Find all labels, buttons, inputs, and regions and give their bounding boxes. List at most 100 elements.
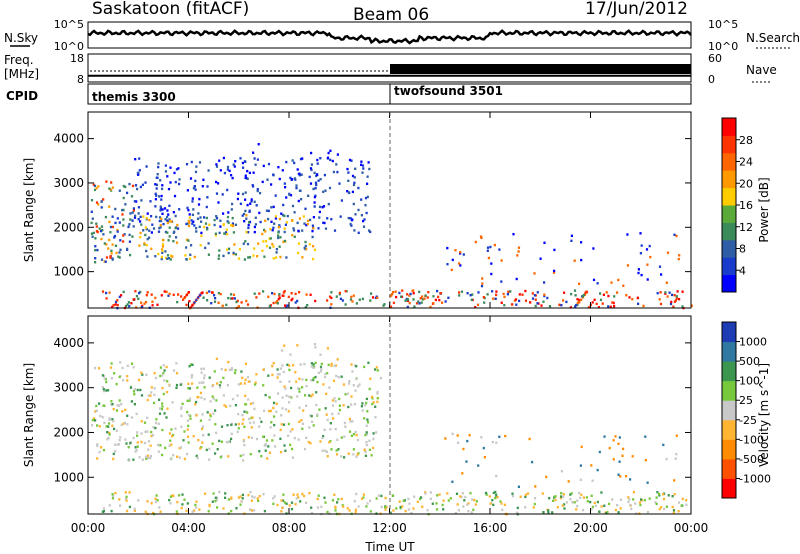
power-y-axis-title: Slant Range [km] bbox=[22, 158, 36, 262]
heatmap-cell bbox=[474, 306, 477, 309]
heatmap-cell bbox=[237, 383, 240, 386]
heatmap-cell bbox=[324, 407, 327, 410]
heatmap-cell bbox=[137, 499, 140, 502]
heatmap-cell bbox=[186, 189, 189, 192]
heatmap-cell bbox=[200, 291, 203, 295]
heatmap-cell bbox=[120, 294, 123, 297]
heatmap-cell bbox=[284, 223, 287, 226]
heatmap-cell bbox=[95, 225, 98, 228]
heatmap-cell bbox=[226, 248, 229, 251]
heatmap-cell bbox=[539, 257, 542, 260]
heatmap-cell bbox=[310, 362, 313, 365]
heatmap-cell bbox=[253, 407, 256, 411]
heatmap-cell bbox=[528, 437, 531, 441]
heatmap-cell bbox=[136, 441, 139, 444]
heatmap-cell bbox=[254, 381, 257, 384]
power-heatmap-data bbox=[90, 143, 693, 310]
heatmap-cell bbox=[245, 217, 248, 220]
heatmap-cell bbox=[124, 185, 127, 189]
heatmap-cell bbox=[158, 412, 162, 415]
heatmap-cell bbox=[301, 157, 304, 160]
heatmap-cell bbox=[665, 505, 668, 508]
heatmap-cell bbox=[131, 219, 134, 222]
heatmap-cell bbox=[490, 262, 493, 265]
heatmap-cell bbox=[247, 493, 250, 497]
heatmap-cell bbox=[313, 171, 316, 175]
heatmap-cell bbox=[257, 143, 260, 146]
heatmap-cell bbox=[217, 254, 221, 257]
heatmap-cell bbox=[291, 178, 294, 181]
heatmap-cell bbox=[168, 204, 171, 207]
heatmap-cell bbox=[242, 166, 245, 169]
heatmap-cell bbox=[178, 182, 181, 186]
heatmap-cell bbox=[559, 496, 562, 500]
heatmap-cell bbox=[171, 494, 174, 497]
heatmap-cell bbox=[149, 200, 152, 203]
heatmap-cell bbox=[288, 395, 291, 398]
heatmap-cell bbox=[199, 419, 202, 422]
heatmap-cell bbox=[235, 507, 238, 510]
heatmap-cell bbox=[354, 430, 357, 434]
heatmap-cell bbox=[322, 383, 325, 386]
heatmap-cell bbox=[175, 372, 179, 375]
heatmap-cell bbox=[310, 365, 313, 368]
heatmap-cell bbox=[617, 442, 620, 445]
heatmap-cell bbox=[347, 405, 350, 409]
heatmap-cell bbox=[418, 302, 421, 305]
heatmap-cell bbox=[413, 495, 416, 498]
heatmap-cell bbox=[159, 374, 162, 378]
y-tick-label: 2000 bbox=[53, 425, 84, 439]
heatmap-cell bbox=[360, 198, 363, 201]
heatmap-cell bbox=[376, 400, 379, 404]
heatmap-cell bbox=[185, 246, 188, 249]
heatmap-cell bbox=[283, 214, 286, 218]
heatmap-cell bbox=[139, 236, 142, 239]
heatmap-cell bbox=[262, 384, 265, 387]
heatmap-cell bbox=[211, 384, 214, 388]
heatmap-cell bbox=[150, 434, 153, 438]
x-tick-label: 00:00 bbox=[674, 521, 709, 535]
heatmap-cell bbox=[214, 452, 217, 455]
heatmap-cell bbox=[170, 254, 173, 257]
heatmap-cell bbox=[408, 294, 411, 297]
heatmap-cell bbox=[93, 184, 97, 188]
heatmap-cell bbox=[146, 237, 149, 241]
heatmap-cell bbox=[274, 217, 277, 220]
heatmap-cell bbox=[262, 435, 265, 438]
colorbar-swatch bbox=[722, 361, 736, 382]
heatmap-cell bbox=[124, 304, 128, 308]
heatmap-cell bbox=[172, 293, 175, 296]
colorbar-swatch bbox=[722, 380, 736, 401]
heatmap-cell bbox=[115, 251, 118, 255]
heatmap-cell bbox=[348, 417, 351, 421]
heatmap-cell bbox=[227, 221, 230, 224]
heatmap-cell bbox=[362, 219, 365, 223]
heatmap-cell bbox=[363, 365, 366, 369]
heatmap-cell bbox=[318, 408, 321, 411]
heatmap-cell bbox=[166, 257, 169, 260]
heatmap-cell bbox=[249, 202, 252, 205]
x-tick-label: 00:00 bbox=[71, 521, 106, 535]
heatmap-cell bbox=[648, 497, 651, 500]
heatmap-cell bbox=[400, 295, 403, 298]
heatmap-cell bbox=[200, 220, 203, 223]
heatmap-cell bbox=[136, 187, 139, 191]
heatmap-cell bbox=[111, 403, 114, 406]
heatmap-cell bbox=[98, 367, 101, 370]
colorbar-tick-label: 100 bbox=[739, 375, 760, 388]
heatmap-cell bbox=[314, 361, 317, 365]
heatmap-cell bbox=[372, 446, 375, 450]
heatmap-cell bbox=[297, 229, 300, 233]
heatmap-cell bbox=[166, 407, 169, 410]
heatmap-cell bbox=[96, 230, 99, 234]
heatmap-cell bbox=[558, 303, 561, 306]
heatmap-cell bbox=[114, 303, 117, 306]
heatmap-cell bbox=[91, 418, 94, 422]
colorbar-swatch bbox=[722, 274, 736, 293]
heatmap-cell bbox=[185, 222, 188, 226]
heatmap-cell bbox=[152, 426, 155, 429]
heatmap-cell bbox=[289, 430, 292, 433]
heatmap-cell bbox=[193, 224, 196, 227]
colorbar-tick-label: -25 bbox=[739, 414, 757, 427]
heatmap-cell bbox=[439, 292, 443, 295]
